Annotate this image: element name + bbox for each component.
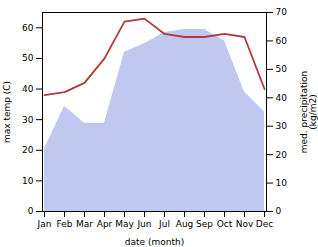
svg-text:Apr: Apr [97, 219, 113, 229]
svg-text:Nov: Nov [236, 219, 254, 229]
svg-text:0: 0 [28, 206, 34, 216]
svg-text:May: May [115, 219, 134, 229]
svg-text:Mar: Mar [76, 219, 93, 229]
svg-text:50: 50 [22, 53, 34, 63]
svg-text:60: 60 [276, 36, 288, 46]
svg-text:40: 40 [22, 84, 34, 94]
svg-text:50: 50 [276, 64, 288, 74]
svg-text:10: 10 [22, 176, 34, 186]
svg-text:Feb: Feb [57, 219, 73, 229]
svg-text:med. precipitation(kg/m2): med. precipitation(kg/m2) [299, 71, 318, 153]
svg-text:Aug: Aug [176, 219, 194, 229]
svg-text:max temp (C): max temp (C) [2, 81, 12, 143]
svg-text:30: 30 [22, 115, 34, 125]
svg-text:60: 60 [22, 23, 34, 33]
svg-text:Jun: Jun [136, 219, 151, 229]
svg-text:10: 10 [276, 178, 288, 188]
svg-text:Sep: Sep [196, 219, 213, 229]
svg-text:40: 40 [276, 93, 288, 103]
svg-text:70: 70 [276, 7, 288, 17]
svg-text:30: 30 [276, 121, 288, 131]
svg-text:Dec: Dec [256, 219, 273, 229]
svg-text:Jan: Jan [37, 219, 52, 229]
svg-text:20: 20 [22, 145, 34, 155]
svg-text:20: 20 [276, 150, 288, 160]
svg-text:date (month): date (month) [125, 237, 184, 247]
svg-text:Oct: Oct [217, 219, 233, 229]
svg-text:0: 0 [276, 206, 282, 216]
svg-text:Jul: Jul [158, 219, 170, 229]
